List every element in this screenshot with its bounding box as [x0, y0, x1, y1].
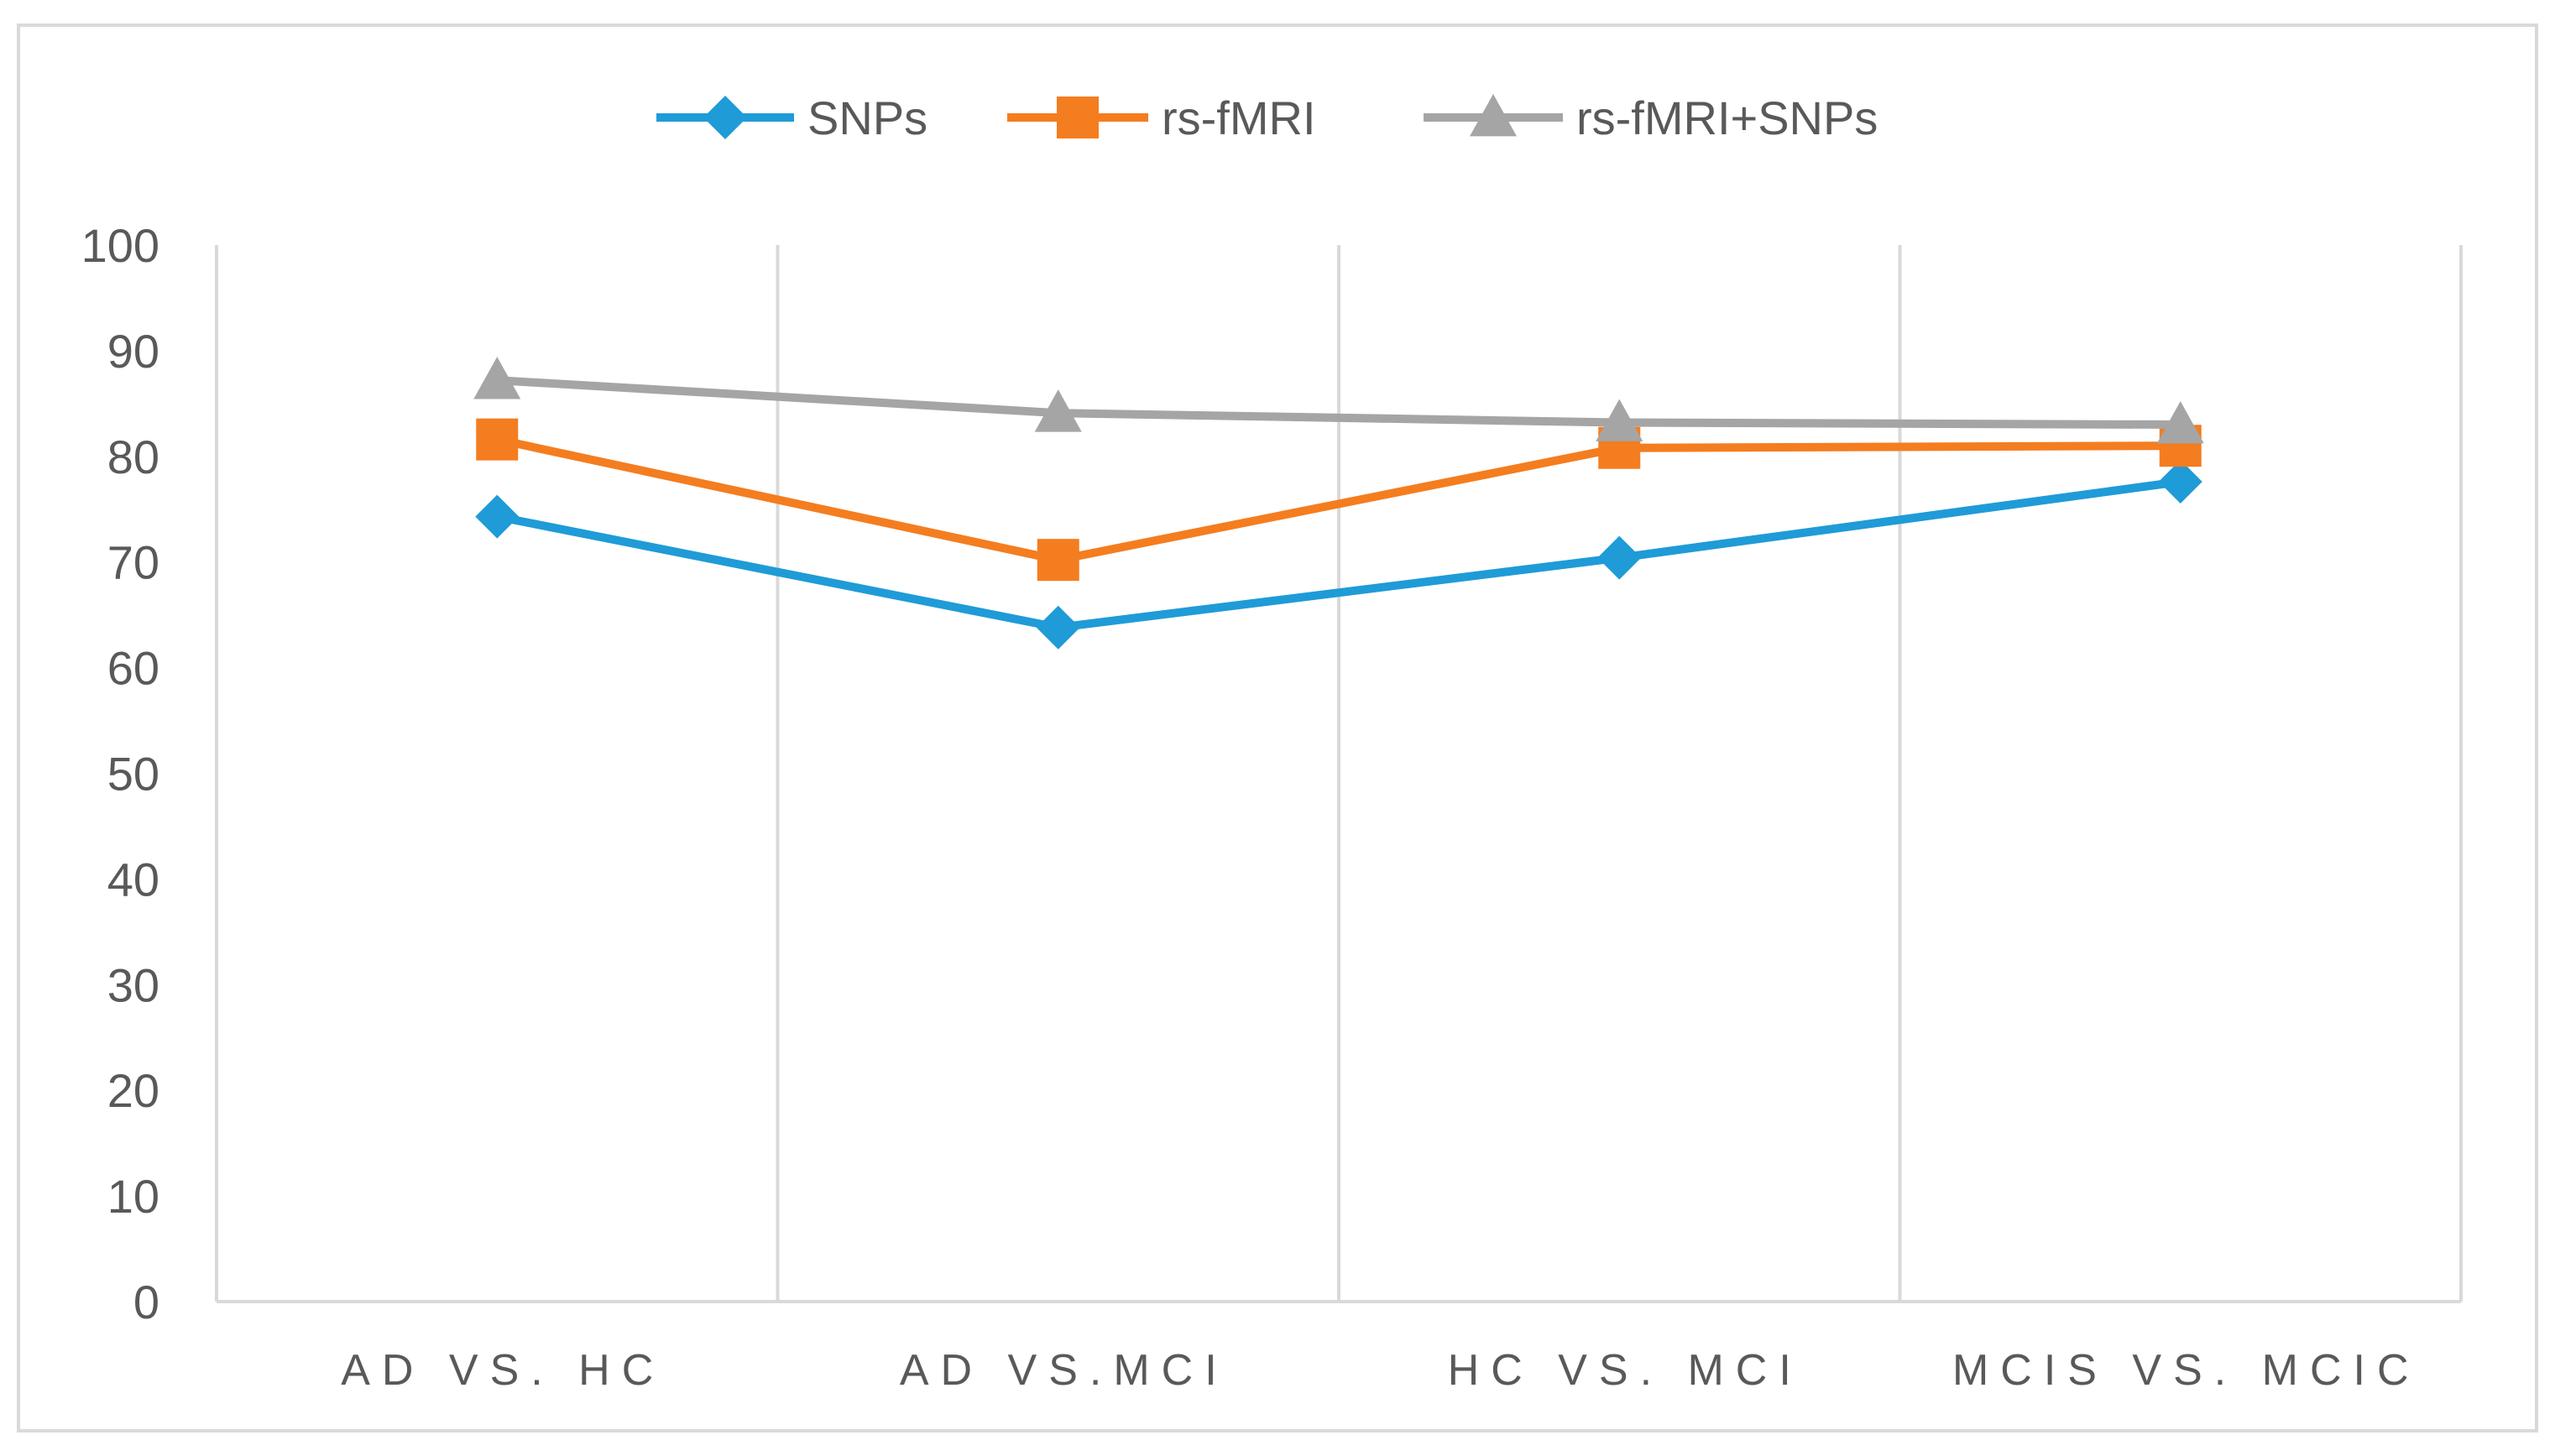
y-tick-label: 80: [107, 431, 159, 483]
data-point-diamond: [1597, 535, 1642, 580]
legend-label: rs-fMRI+SNPs: [1576, 91, 1878, 144]
y-tick-label: 10: [107, 1170, 159, 1223]
y-tick-label: 50: [107, 748, 159, 801]
series-line: [496, 376, 2181, 430]
axes: [215, 245, 2461, 1303]
chart-frame: [17, 23, 2538, 1433]
legend-marker-diamond: [703, 96, 747, 139]
legend-label: rs-fMRI: [1162, 91, 1316, 144]
data-point-square: [1037, 539, 1079, 582]
legend-marker-square: [1057, 97, 1099, 138]
x-axis-categories: AD VS. HC AD VS.MCI HC VS. MCI MCIS VS. MCI…: [341, 1346, 2421, 1395]
series-line: [496, 478, 2181, 632]
data-point-triangle: [1596, 399, 1643, 441]
series-line: [496, 435, 2181, 565]
legend-entry: rs-fMRI: [1007, 91, 1316, 144]
y-tick-label: 100: [81, 219, 159, 272]
x-category-label: MCIS VS. MCIC: [1952, 1346, 2421, 1395]
data-point-triangle: [473, 357, 521, 399]
y-tick-label: 0: [133, 1276, 159, 1328]
y-tick-label: 70: [107, 536, 159, 589]
y-tick-label: 40: [107, 853, 159, 905]
data-point-square: [476, 418, 519, 461]
data-point-triangle: [1034, 389, 1082, 432]
series-lines: [473, 357, 2204, 650]
data-point-diamond: [475, 494, 520, 539]
y-tick-label: 60: [107, 642, 159, 695]
series-snps: [475, 460, 2202, 650]
y-tick-label: 30: [107, 958, 159, 1011]
x-category-label: AD VS.MCI: [900, 1346, 1229, 1395]
x-category-label: HC VS. MCI: [1448, 1346, 1803, 1395]
series-rs-fmri-snps: [473, 357, 2204, 444]
legend-label: SNPs: [807, 91, 927, 144]
data-point-diamond: [2158, 460, 2202, 504]
legend-entry: SNPs: [656, 91, 927, 144]
y-tick-label: 20: [107, 1064, 159, 1117]
y-tick-label: 90: [107, 325, 159, 378]
legend-entry: rs-fMRI+SNPs: [1424, 91, 1878, 144]
legend: SNPs rs-fMRI rs-fMRI+SNPs: [656, 91, 1878, 144]
data-point-diamond: [1036, 605, 1080, 650]
data-point-triangle: [2156, 401, 2204, 444]
y-axis-ticks: 0 10 20 30 40 50 60 70 80 90 100: [81, 219, 159, 1328]
legend-marker-triangle: [1470, 94, 1517, 137]
x-category-label: AD VS. HC: [341, 1346, 665, 1395]
